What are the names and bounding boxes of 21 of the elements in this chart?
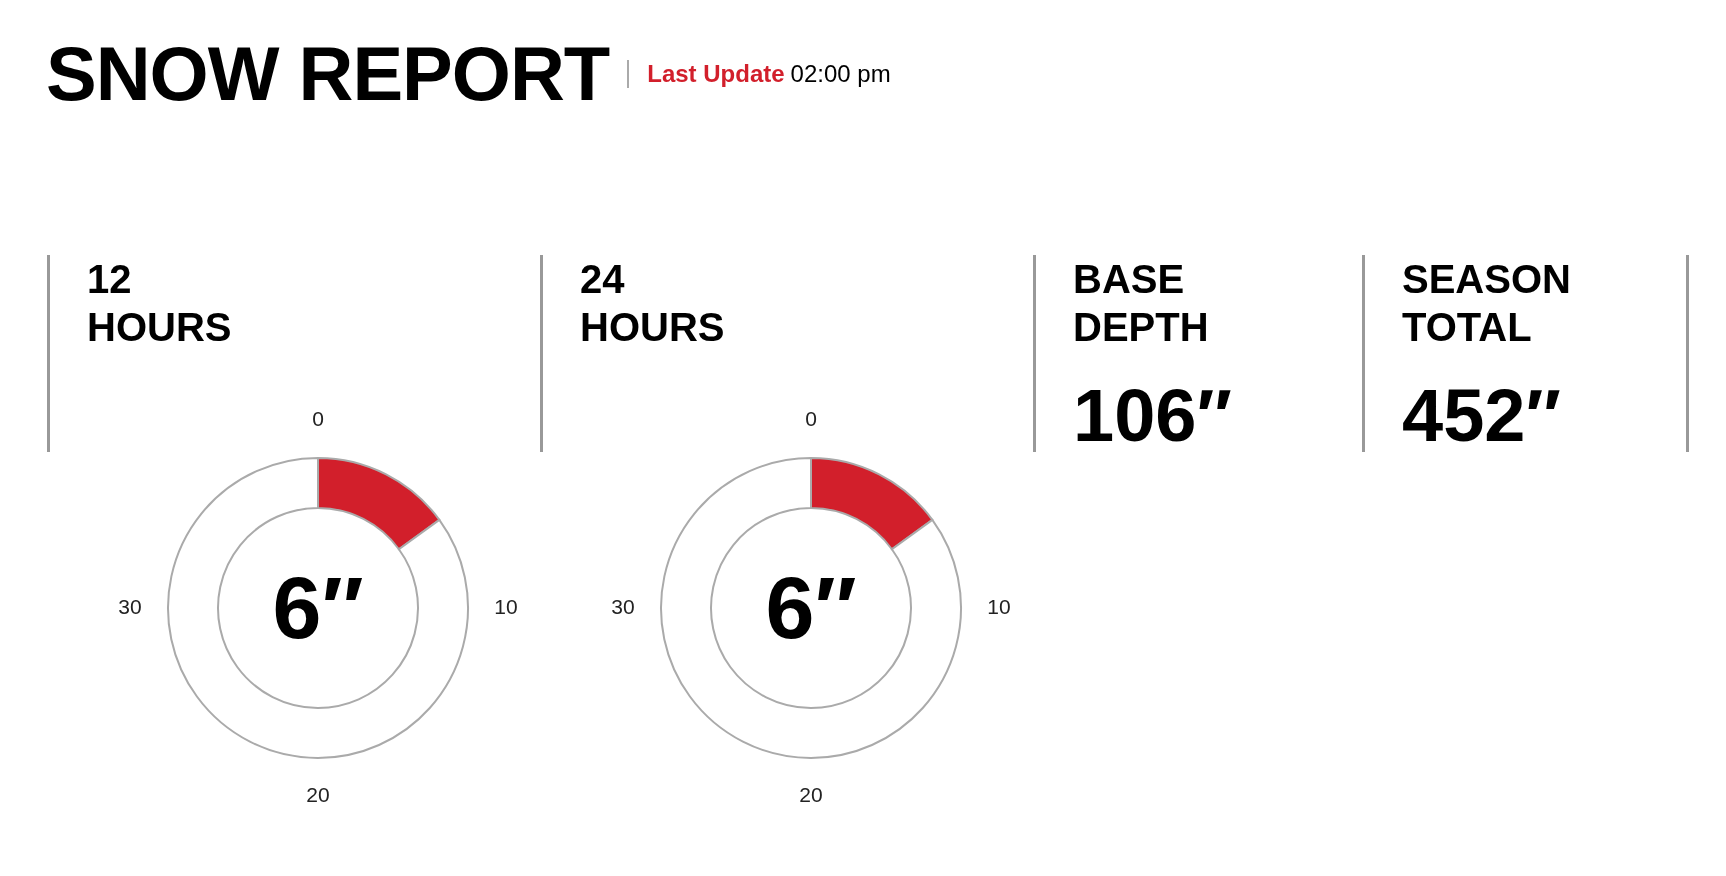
data-label: 6″ xyxy=(765,558,857,657)
text: 10 xyxy=(987,595,1011,618)
text: 30 xyxy=(611,595,635,618)
text: Last Update xyxy=(647,59,785,87)
text: BASE DEPTH xyxy=(1073,256,1209,351)
text: 20 xyxy=(306,783,330,806)
chart-title: 24 HOURS xyxy=(580,256,725,351)
text: SEASON TOTAL xyxy=(1402,256,1571,351)
data-label: 6″ xyxy=(272,558,364,657)
text: 10 xyxy=(494,595,518,618)
text: 0 xyxy=(312,407,324,430)
text: 106″ xyxy=(1073,373,1232,458)
text: 452″ xyxy=(1402,373,1561,458)
donut-slice xyxy=(660,457,962,759)
text: 20 xyxy=(799,783,823,806)
text: 30 xyxy=(118,595,142,618)
donut-slice xyxy=(167,457,469,759)
chart-title: 12 HOURS xyxy=(87,256,232,351)
text: SNOW REPORT xyxy=(46,30,610,117)
text: 0 xyxy=(805,407,817,430)
text: 02:00 pm xyxy=(790,59,891,87)
